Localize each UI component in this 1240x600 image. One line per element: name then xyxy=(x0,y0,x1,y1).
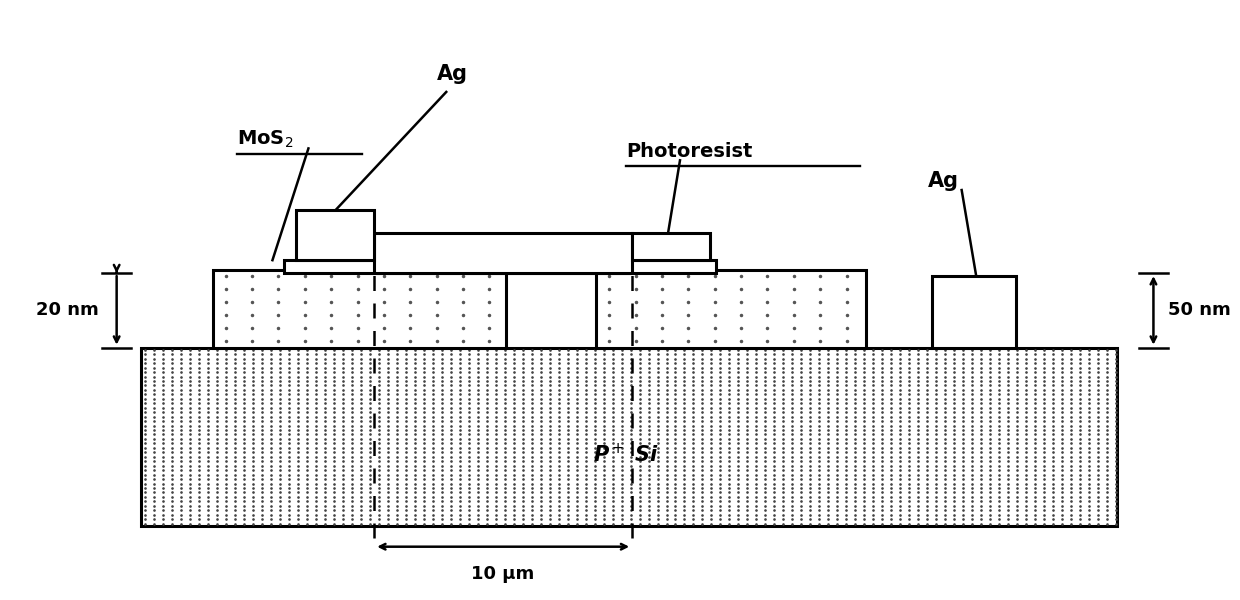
Bar xyxy=(931,276,1016,347)
Text: P$^+$ Si: P$^+$ Si xyxy=(593,443,658,466)
Text: Ag: Ag xyxy=(929,171,960,191)
Text: 10 μm: 10 μm xyxy=(471,565,534,583)
Text: MoS$_2$: MoS$_2$ xyxy=(237,129,293,150)
Bar xyxy=(140,347,1117,526)
Bar xyxy=(296,209,374,260)
Bar xyxy=(596,270,866,347)
Bar xyxy=(212,270,506,347)
Text: Ag: Ag xyxy=(436,64,467,84)
Text: Photoresist: Photoresist xyxy=(626,142,753,161)
Bar xyxy=(632,233,711,260)
Bar xyxy=(284,260,715,273)
Text: 20 nm: 20 nm xyxy=(36,301,99,319)
Text: 50 nm: 50 nm xyxy=(1168,301,1230,319)
Bar xyxy=(374,233,632,273)
